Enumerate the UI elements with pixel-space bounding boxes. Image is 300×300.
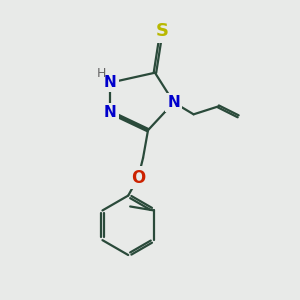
Text: O: O xyxy=(131,169,145,187)
Text: N: N xyxy=(104,105,117,120)
Text: N: N xyxy=(167,95,180,110)
Text: N: N xyxy=(104,75,117,90)
Text: H: H xyxy=(97,67,106,80)
Text: S: S xyxy=(155,22,168,40)
